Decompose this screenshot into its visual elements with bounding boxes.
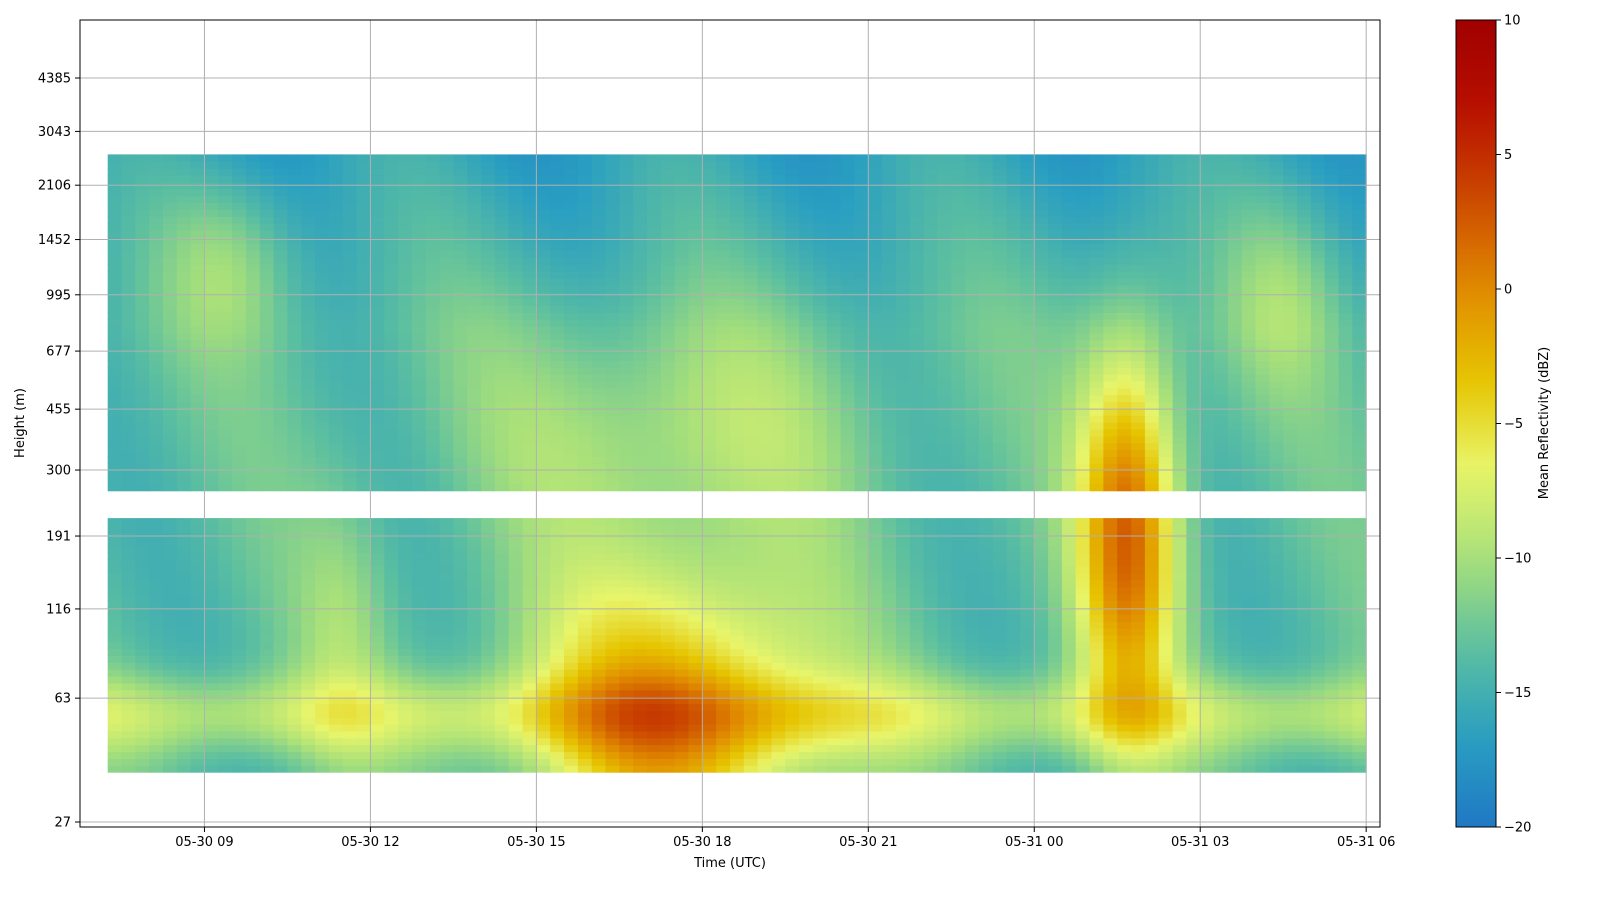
y-tick-label: 116: [46, 602, 71, 617]
plot-frame: [79, 19, 1381, 828]
colorbar-tick-label: −20: [1504, 821, 1531, 836]
colorbar-label: Mean Reflectivity (dBZ): [1537, 347, 1552, 500]
y-tick-label: 63: [54, 692, 71, 707]
x-tick-label: 05-30 21: [839, 835, 897, 850]
x-axis-label: Time (UTC): [693, 856, 766, 871]
y-tick-label: 995: [46, 288, 71, 303]
y-tick-label: 27: [54, 816, 71, 831]
colorbar-tick-label: 0: [1504, 283, 1512, 298]
x-tick-label: 05-30 09: [175, 835, 233, 850]
y-axis: 27 63 116 191 300 455 677 995 1452 2106 3043 4385: [38, 72, 80, 831]
colorbar: [1455, 19, 1497, 828]
colorbar-tick-label: 5: [1504, 148, 1512, 163]
colorbar-tick-label: 10: [1504, 14, 1521, 29]
colorbar-tick-label: −10: [1504, 552, 1531, 567]
x-tick-label: 05-30 12: [341, 835, 399, 850]
y-tick-label: 191: [46, 530, 71, 545]
colorbar-axis: −20 −15 −10 −5 0 5 10: [1496, 14, 1531, 836]
y-axis-label: Height (m): [13, 388, 28, 458]
x-tick-label: 05-31 06: [1337, 835, 1395, 850]
x-tick-label: 05-30 18: [673, 835, 731, 850]
y-tick-label: 1452: [38, 233, 71, 248]
y-tick-label: 455: [46, 403, 71, 418]
colorbar-tick-label: −15: [1504, 686, 1531, 701]
y-tick-label: 3043: [38, 125, 71, 140]
x-tick-label: 05-31 03: [1171, 835, 1229, 850]
grid: [80, 20, 1380, 827]
y-tick-label: 2106: [38, 179, 71, 194]
x-axis: 05-30 09 05-30 12 05-30 15 05-30 18 05-30 21…: [175, 827, 1395, 850]
heatmap: [107, 154, 1367, 773]
y-tick-label: 4385: [38, 72, 71, 87]
x-tick-label: 05-31 00: [1005, 835, 1063, 850]
colorbar-tick-label: −5: [1504, 417, 1523, 432]
y-tick-label: 677: [46, 345, 71, 360]
x-tick-label: 05-30 15: [507, 835, 565, 850]
y-tick-label: 300: [46, 464, 71, 479]
